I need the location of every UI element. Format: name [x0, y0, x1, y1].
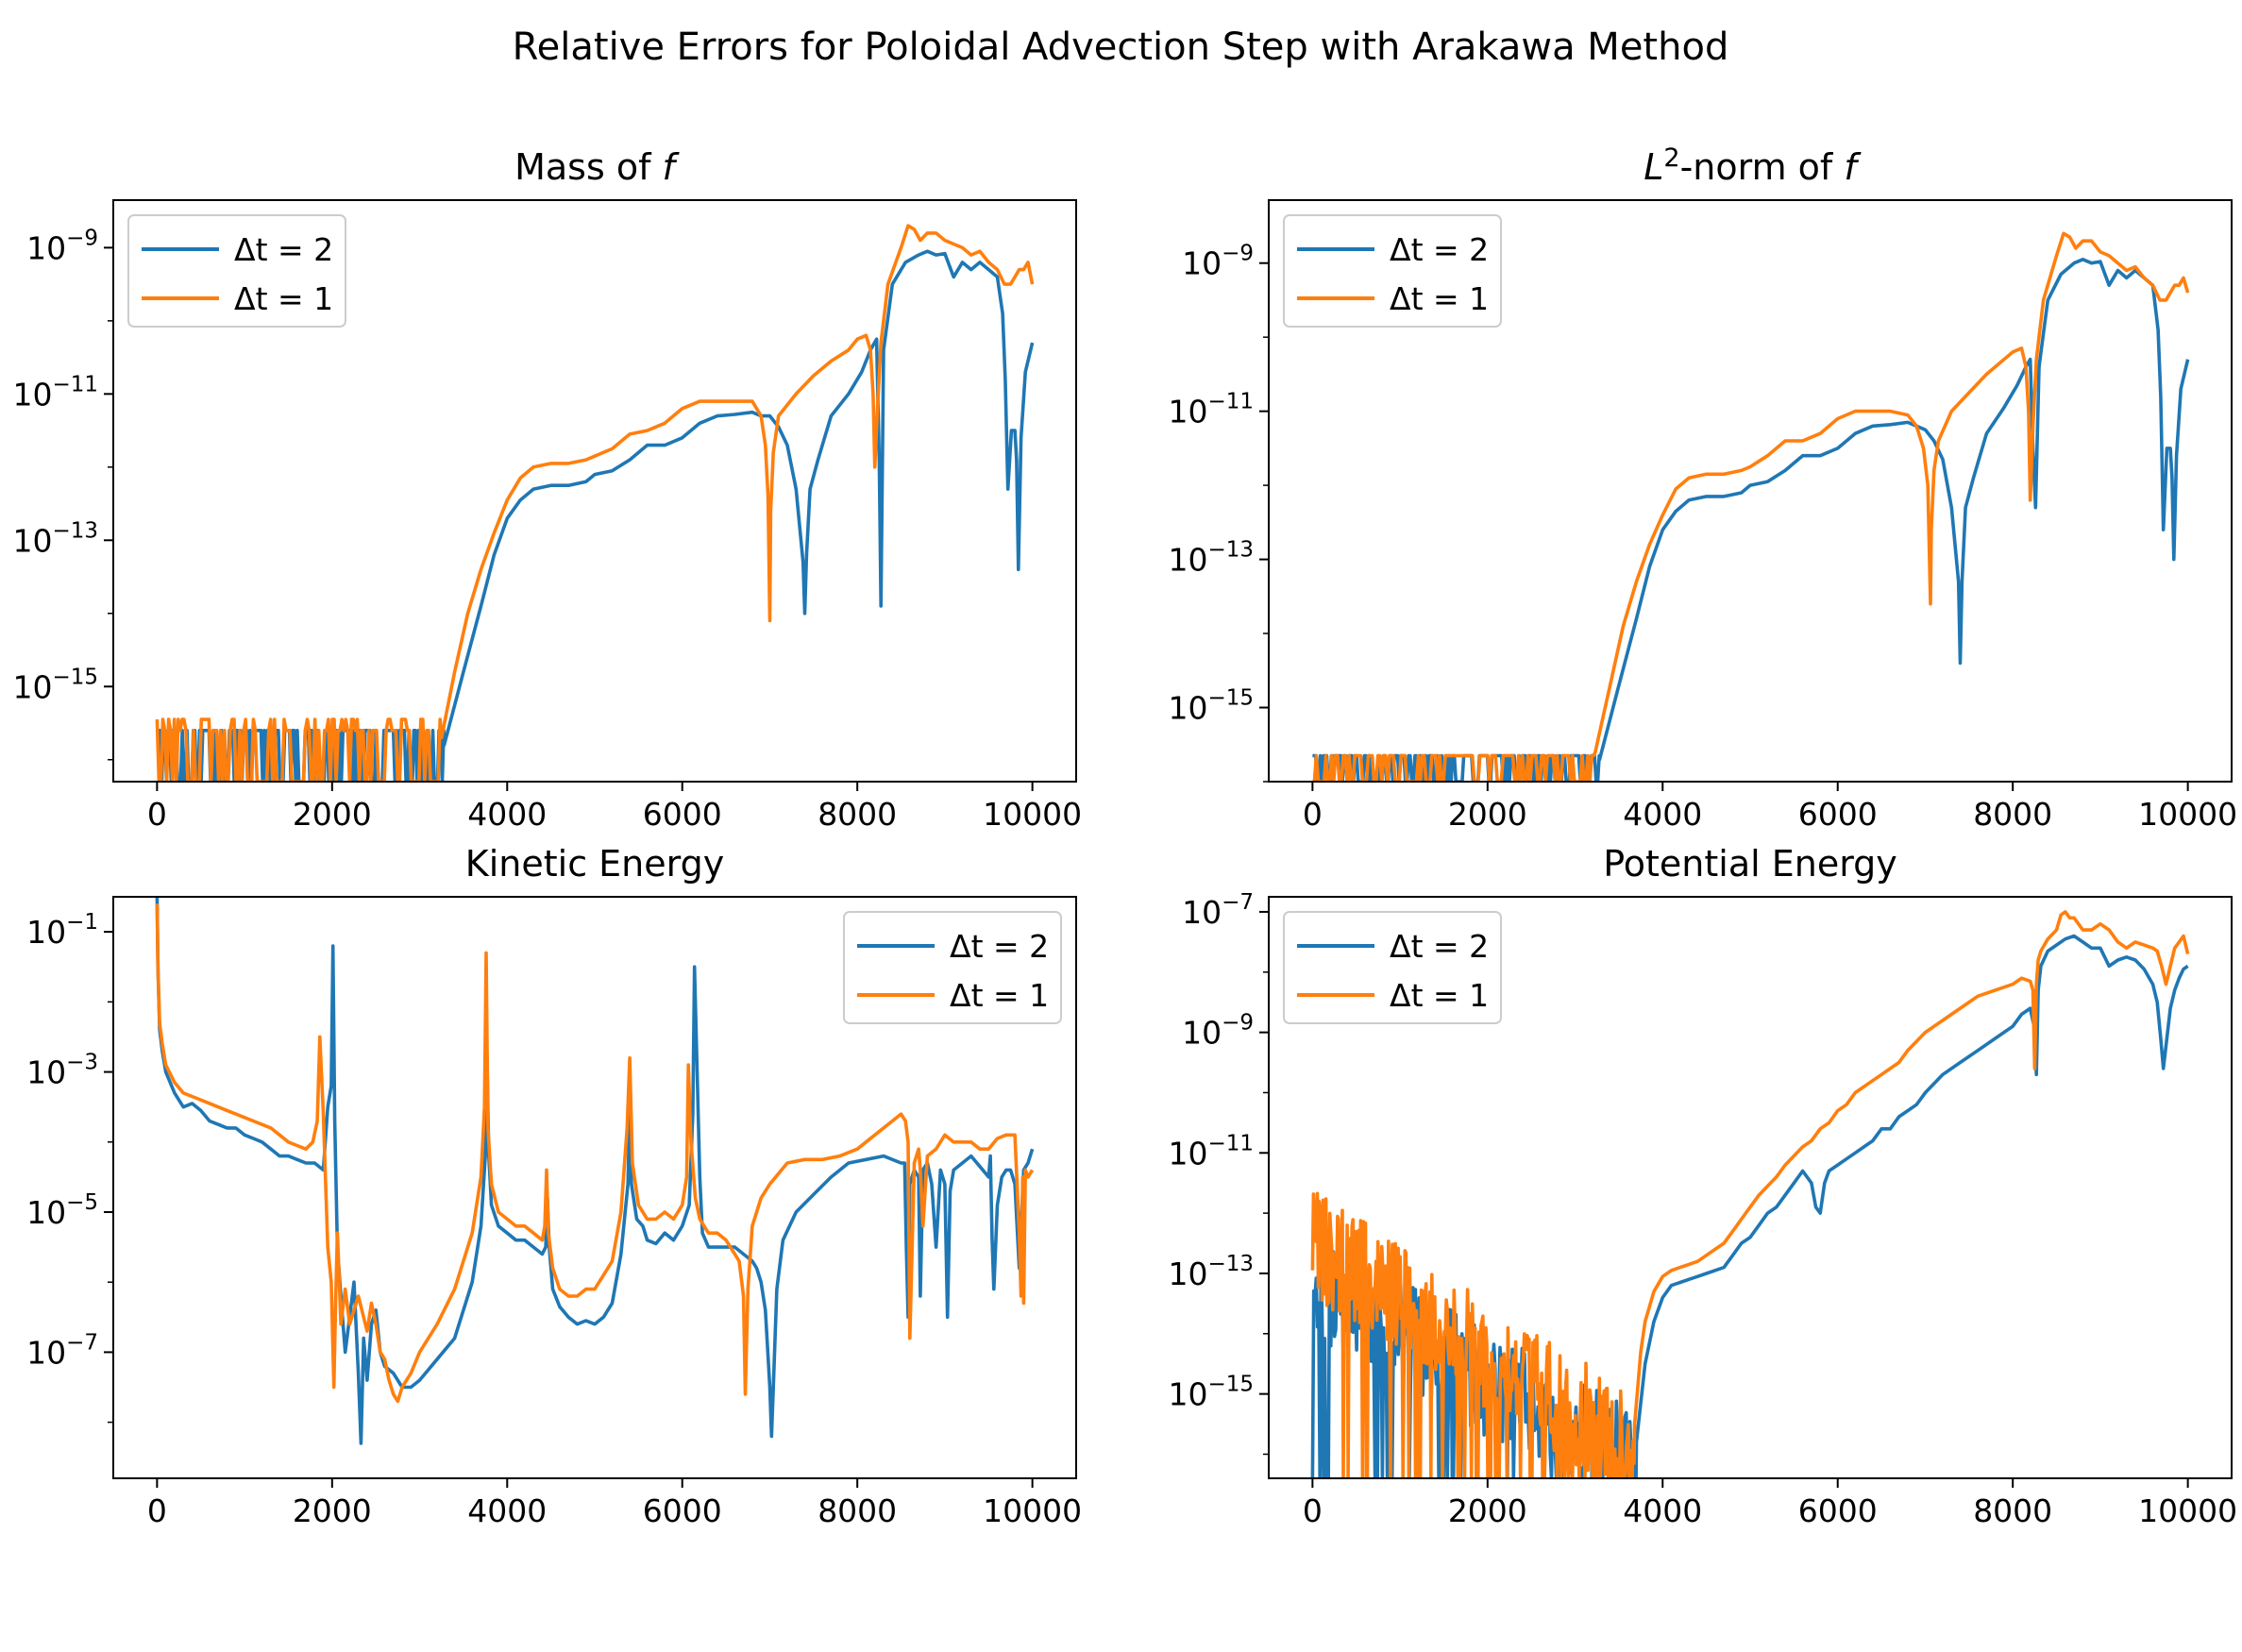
series-line-dt1	[155, 224, 1035, 782]
legend-label-dt2: Δt = 2	[1390, 231, 1489, 268]
y-tick-label: 10−5	[26, 1190, 98, 1231]
y-tick-label: 10−9	[26, 226, 98, 266]
x-tick-label: 2000	[293, 1492, 372, 1529]
subplot-title: L2-norm of f	[1644, 143, 1862, 188]
x-tick-label: 10000	[2138, 796, 2237, 833]
legend: Δt = 2 Δt = 1	[1283, 911, 1502, 1024]
subplot-title: Mass of f	[514, 146, 680, 188]
x-tick-label: 10000	[2138, 1492, 2237, 1529]
axes-frame	[1268, 199, 2233, 783]
y-tick-label: 10−9	[1182, 242, 1254, 282]
figure-suptitle: Relative Errors for Poloidal Advection S…	[513, 25, 1729, 69]
legend: Δt = 2 Δt = 1	[1283, 214, 1502, 328]
x-tick-label: 6000	[1798, 1492, 1878, 1529]
x-tick-label: 0	[1303, 796, 1323, 833]
legend-label-dt1: Δt = 1	[234, 280, 333, 317]
y-tick-label: 10−3	[26, 1051, 98, 1091]
subplot-kinetic: Kinetic Energy 0 2000 4000 6000 8000 10000 10−7…	[26, 843, 1082, 1529]
legend-label-dt2: Δt = 2	[1390, 928, 1489, 965]
x-tick-label: 6000	[643, 796, 722, 833]
axes-frame	[112, 199, 1077, 783]
y-tick-label: 10−9	[1182, 1011, 1254, 1052]
x-tick-label: 0	[147, 796, 167, 833]
plot-area	[1310, 910, 2190, 1478]
y-tick-label: 10−13	[12, 518, 98, 559]
subplot-potential: Potential Energy 0 2000 4000 6000 8000 10000 10…	[1168, 843, 2237, 1529]
y-tick-label: 10−11	[12, 372, 98, 413]
x-tick-label: 2000	[1448, 1492, 1527, 1529]
legend-label-dt2: Δt = 2	[950, 928, 1049, 965]
subplot-grid: Mass of f 0 2000 4000 6000 8000 10000 10−15 10−1…	[12, 143, 2237, 1529]
y-tick-label: 10−11	[1168, 390, 1254, 430]
x-tick-label: 8000	[818, 1492, 897, 1529]
x-tick-label: 4000	[1623, 796, 1702, 833]
legend-label-dt1: Δt = 1	[1390, 280, 1489, 317]
y-tick-label: 10−7	[26, 1330, 98, 1371]
y-tick-label: 10−13	[1168, 1252, 1254, 1292]
subplot-title: Potential Energy	[1603, 843, 1897, 885]
x-tick-label: 2000	[293, 796, 372, 833]
x-tick-label: 2000	[1448, 796, 1527, 833]
y-tick-label: 10−15	[12, 665, 98, 705]
series-line-dt1	[1310, 910, 2190, 1478]
x-tick-label: 8000	[818, 796, 897, 833]
legend: Δt = 2 Δt = 1	[127, 214, 346, 328]
subplot-l2norm: L2-norm of f 0 2000 4000 6000 8000 10000 10−15 1…	[1168, 143, 2237, 833]
legend-label-dt1: Δt = 1	[1390, 977, 1489, 1014]
y-tick-label: 10−1	[26, 910, 98, 951]
x-tick-label: 4000	[1623, 1492, 1702, 1529]
x-tick-label: 10000	[983, 796, 1082, 833]
plot-area	[155, 224, 1035, 782]
y-tick-label: 10−11	[1168, 1131, 1254, 1172]
series-line-dt2	[157, 249, 1035, 782]
x-tick-label: 6000	[643, 1492, 722, 1529]
axes-frame	[112, 896, 1077, 1479]
y-tick-label: 10−7	[1182, 890, 1254, 931]
x-tick-label: 0	[1303, 1492, 1323, 1529]
plot-area	[1312, 231, 2190, 782]
subplot-mass: Mass of f 0 2000 4000 6000 8000 10000 10−15 10−1…	[12, 146, 1082, 833]
x-tick-label: 10000	[983, 1492, 1082, 1529]
x-tick-label: 4000	[467, 1492, 547, 1529]
series-line-dt1	[1312, 231, 2190, 782]
legend-label-dt2: Δt = 2	[234, 231, 333, 268]
y-tick-label: 10−13	[1168, 538, 1254, 579]
subplot-title: Kinetic Energy	[465, 843, 724, 885]
series-line-dt1	[155, 903, 1035, 1404]
y-tick-label: 10−15	[1168, 686, 1254, 727]
series-line-dt2	[1312, 258, 2190, 782]
plot-area	[155, 897, 1035, 1445]
axes-frame	[1268, 896, 2233, 1479]
x-tick-label: 6000	[1798, 796, 1878, 833]
y-tick-label: 10−15	[1168, 1373, 1254, 1413]
x-tick-label: 8000	[1973, 1492, 2052, 1529]
x-tick-label: 8000	[1973, 796, 2052, 833]
x-tick-label: 0	[147, 1492, 167, 1529]
legend: Δt = 2 Δt = 1	[843, 911, 1062, 1024]
x-tick-label: 4000	[467, 796, 547, 833]
legend-label-dt1: Δt = 1	[950, 977, 1049, 1014]
